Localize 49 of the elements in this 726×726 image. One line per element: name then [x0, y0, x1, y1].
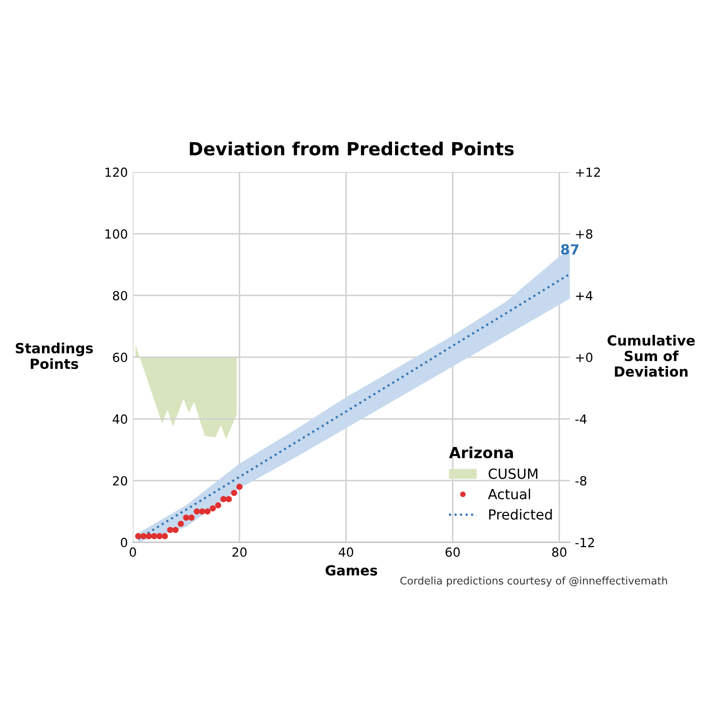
point	[220, 496, 227, 502]
point	[178, 520, 184, 527]
point	[146, 533, 152, 540]
text: Cordelia predictions courtesy of @inneffectivemath	[400, 576, 668, 587]
y2-tick-label: +4	[576, 291, 592, 300]
point	[210, 505, 216, 512]
y2-tick-label: +0	[576, 352, 592, 362]
point	[194, 508, 200, 515]
x-tick-label: 60	[446, 547, 460, 557]
x-tick-label: 40	[338, 547, 354, 557]
point	[162, 533, 168, 540]
x-tick-label: 0	[130, 547, 136, 557]
legend-label: CUSUM	[488, 468, 538, 479]
y-tick-label: 80	[112, 290, 128, 300]
legend-label: Actual	[488, 488, 530, 500]
y-tick-label: 40	[112, 414, 128, 424]
point	[204, 508, 211, 515]
y-tick-label: 60	[112, 352, 128, 362]
point	[231, 490, 238, 496]
point	[167, 526, 174, 534]
point	[156, 533, 163, 540]
x-tick-label: 80	[552, 547, 566, 557]
y2-tick-label: +8	[576, 229, 592, 239]
point	[215, 502, 222, 508]
point	[199, 508, 206, 515]
point	[226, 496, 232, 502]
point	[135, 533, 142, 540]
y2-tick-label: +12	[576, 168, 600, 177]
y2-axis-title: Cumulative Sum of Deviation	[608, 334, 695, 377]
legend-title: Arizona	[449, 446, 513, 458]
legend-label: Predicted	[489, 508, 552, 520]
annotation: 87	[561, 244, 578, 255]
y2-tick-label: -4	[575, 414, 587, 424]
y2-tick-label: -12	[575, 538, 594, 548]
y-axis-title: Standings Points	[16, 342, 93, 370]
point	[188, 514, 195, 521]
point	[172, 526, 179, 534]
y-tick-label: 100	[106, 229, 128, 239]
y2-tick-label: -8	[575, 476, 586, 486]
point	[140, 533, 147, 540]
point	[151, 533, 158, 540]
y-tick-label: 0	[120, 538, 128, 548]
point	[183, 514, 190, 521]
y-tick-label: 120	[106, 168, 128, 177]
y-tick-label: 20	[113, 476, 128, 486]
x-axis-title: Games	[326, 565, 378, 576]
chart-title: Deviation from Predicted Points	[190, 142, 514, 156]
x-tick-label: 20	[232, 547, 247, 557]
point	[236, 484, 243, 490]
